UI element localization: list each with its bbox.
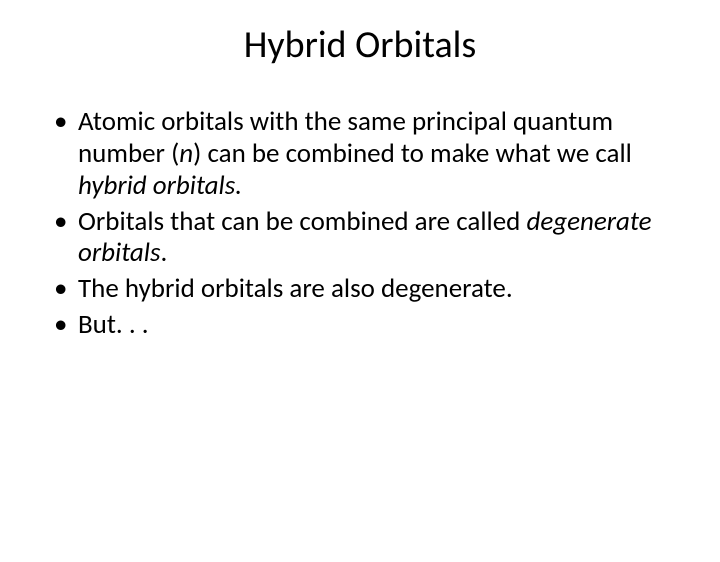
bullet-text: The hybrid orbitals are also degenerate. (78, 272, 513, 305)
bullet-italic: n (179, 137, 193, 170)
bullet-text: Orbitals that can be combined are called (78, 205, 526, 238)
bullet-text: ) can be combined to make what we call (193, 137, 632, 170)
slide: Hybrid Orbitals Atomic orbitals with the… (0, 22, 720, 562)
bullet-text: . (160, 236, 167, 269)
bullet-text: But. . . (78, 308, 149, 341)
bullet-item: Atomic orbitals with the same principal … (50, 106, 670, 202)
slide-title: Hybrid Orbitals (0, 22, 720, 68)
bullet-italic: hybrid orbitals. (78, 169, 242, 202)
bullet-list: Atomic orbitals with the same principal … (50, 106, 670, 341)
bullet-item: But. . . (50, 309, 670, 341)
bullet-item: Orbitals that can be combined are called… (50, 206, 670, 270)
bullet-item: The hybrid orbitals are also degenerate. (50, 273, 670, 305)
slide-body: Atomic orbitals with the same principal … (0, 106, 720, 341)
